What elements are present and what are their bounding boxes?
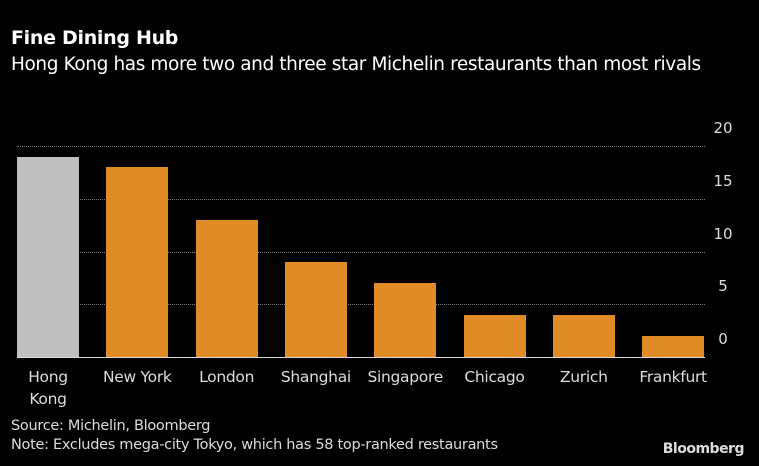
source-text: Source: Michelin, Bloomberg bbox=[11, 418, 211, 434]
footnote-text: Note: Excludes mega-city Tokyo, which ha… bbox=[11, 437, 498, 453]
bar-zurich bbox=[552, 314, 615, 357]
x-axis-baseline bbox=[17, 357, 705, 358]
y-tick-label: 20 bbox=[713, 119, 733, 137]
y-tick-label: 15 bbox=[713, 171, 733, 190]
y-tick-label: 0 bbox=[718, 330, 728, 348]
gridline bbox=[17, 304, 705, 306]
chart-subtitle: Hong Kong has more two and three star Mi… bbox=[11, 54, 701, 75]
bar-singapore bbox=[374, 283, 437, 357]
chart-title: Fine Dining Hub bbox=[11, 27, 179, 49]
bar-frankfurt bbox=[642, 335, 705, 357]
x-tick-label: New York bbox=[103, 368, 172, 386]
x-tick-label: London bbox=[199, 368, 255, 386]
y-tick-label: 10 bbox=[713, 224, 733, 243]
x-tick-label: Shanghai bbox=[280, 368, 351, 386]
x-tick-label: Hong Kong bbox=[28, 368, 68, 408]
x-tick-label: Zurich bbox=[559, 368, 608, 386]
bar-chicago bbox=[463, 314, 526, 357]
source-note: Source: Michelin, Bloomberg Note: Exclud… bbox=[11, 417, 498, 455]
bar-london bbox=[195, 219, 258, 357]
bar-new-york bbox=[106, 167, 169, 357]
bloomberg-logo: Bloomberg bbox=[662, 441, 745, 457]
x-tick-label: Singapore bbox=[367, 368, 443, 386]
gridline bbox=[17, 146, 705, 147]
y-tick-label: 5 bbox=[718, 277, 728, 296]
gridline bbox=[17, 251, 705, 253]
x-tick-label: Frankfurt bbox=[639, 368, 707, 386]
bar-shanghai bbox=[284, 262, 347, 357]
x-tick-label: Chicago bbox=[464, 368, 525, 386]
gridline bbox=[17, 198, 705, 200]
bar-hong-kong bbox=[17, 156, 79, 357]
